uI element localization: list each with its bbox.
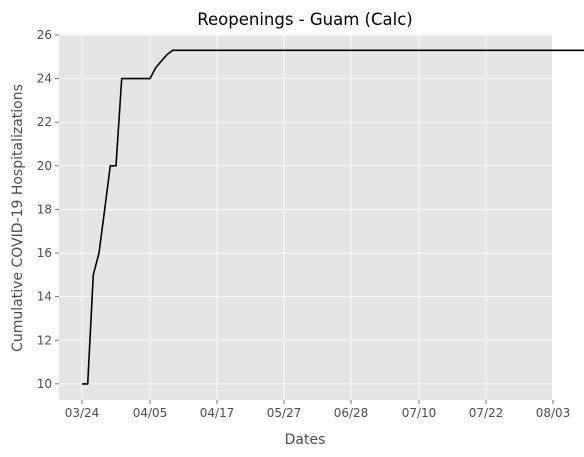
x-tick-label: 07/22 bbox=[469, 406, 504, 420]
x-tick-label: 08/03 bbox=[536, 406, 571, 420]
chart-title: Reopenings - Guam (Calc) bbox=[197, 10, 412, 29]
y-tick-label: 14 bbox=[37, 290, 52, 304]
x-axis-label: Dates bbox=[285, 432, 326, 448]
x-tick-label: 07/10 bbox=[402, 406, 437, 420]
y-tick-label: 16 bbox=[37, 246, 52, 260]
x-tick-label: 04/17 bbox=[200, 406, 235, 420]
x-tick-label: 03/24 bbox=[65, 406, 100, 420]
y-tick-label: 26 bbox=[37, 28, 52, 42]
x-tick-label: 04/05 bbox=[133, 406, 168, 420]
y-tick-label: 10 bbox=[37, 377, 52, 391]
grid bbox=[59, 34, 552, 400]
series-layer bbox=[82, 49, 584, 385]
x-tick-label: 06/28 bbox=[334, 406, 369, 420]
y-tick-label: 24 bbox=[37, 72, 52, 86]
x-axis-ticks: 03/24 04/05 04/17 05/27 06/28 07/10 07/22 08/03 bbox=[65, 400, 571, 420]
y-tick-label: 20 bbox=[37, 159, 52, 173]
y-axis-label: Cumulative COVID-19 Hospitalizations bbox=[10, 84, 26, 352]
y-tick-label: 22 bbox=[37, 115, 52, 129]
series-line bbox=[82, 49, 584, 385]
y-tick-label: 18 bbox=[37, 202, 52, 216]
plot-background bbox=[59, 35, 552, 400]
x-tick-label: 05/27 bbox=[267, 406, 302, 420]
y-tick-label: 12 bbox=[37, 333, 52, 347]
y-axis-ticks: 10 12 14 16 18 20 22 24 26 bbox=[37, 28, 59, 391]
